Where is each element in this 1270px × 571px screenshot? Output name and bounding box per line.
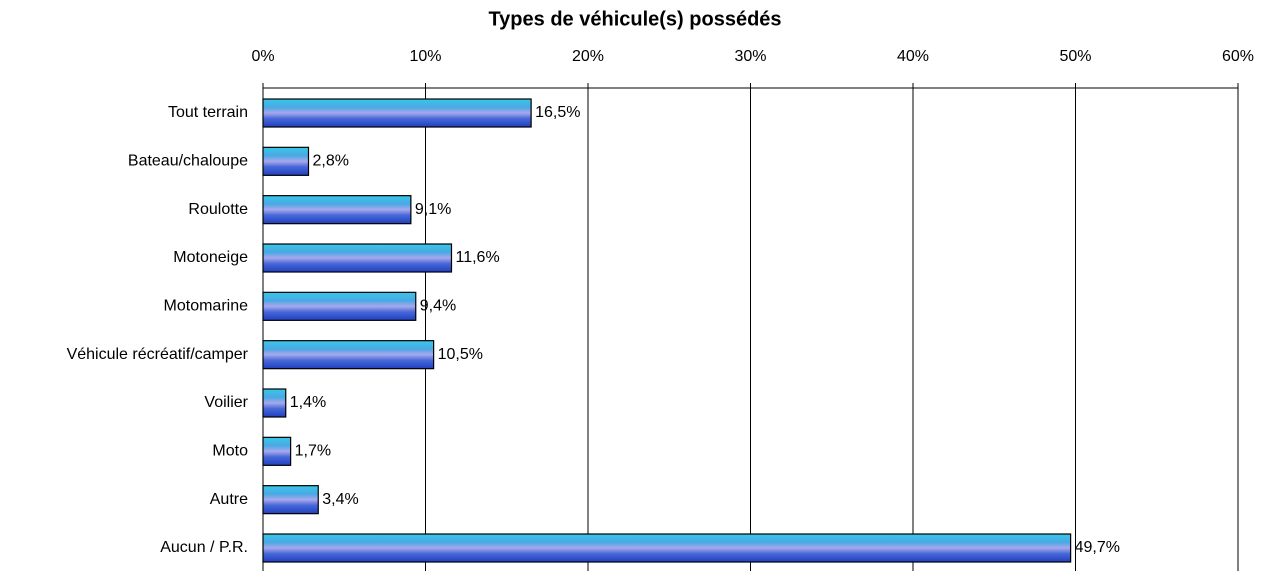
y-tick-label: Véhicule récréatif/camper <box>67 346 249 363</box>
bar <box>262 340 435 370</box>
x-tick-label: 40% <box>897 48 929 65</box>
bar <box>262 533 1072 563</box>
y-tick-label: Bateau/chaloupe <box>128 153 248 170</box>
y-tick-label: Motomarine <box>164 298 249 315</box>
data-label: 9,1% <box>415 201 451 218</box>
y-tick-label: Motoneige <box>173 249 248 266</box>
x-tick-label: 50% <box>1059 48 1091 65</box>
bar <box>262 146 310 176</box>
y-tick-label: Aucun / P.R. <box>160 539 248 556</box>
chart-title: Types de véhicule(s) possédés <box>488 8 781 30</box>
bar <box>262 436 292 466</box>
bar <box>262 388 287 418</box>
x-tick-label: 60% <box>1222 48 1254 65</box>
data-label: 11,6% <box>456 249 500 266</box>
data-label: 10,5% <box>438 346 483 363</box>
bar <box>262 291 417 321</box>
x-tick-label: 20% <box>572 48 604 65</box>
data-label: 16,5% <box>535 104 580 121</box>
x-tick-label: 0% <box>251 48 274 65</box>
bar <box>262 98 532 128</box>
bar <box>262 195 412 225</box>
x-tick-label: 30% <box>734 48 766 65</box>
data-label: 2,8% <box>313 153 349 170</box>
data-label: 1,4% <box>290 394 326 411</box>
data-label: 3,4% <box>322 491 358 508</box>
x-tick-label: 10% <box>409 48 441 65</box>
bar <box>262 243 453 273</box>
y-tick-label: Voilier <box>204 394 248 411</box>
data-label: 9,4% <box>420 298 456 315</box>
y-tick-label: Moto <box>212 443 248 460</box>
bar <box>262 485 319 515</box>
y-tick-label: Autre <box>210 491 248 508</box>
data-label: 49,7% <box>1075 539 1120 556</box>
y-tick-label: Tout terrain <box>168 104 248 121</box>
y-tick-label: Roulotte <box>188 201 248 218</box>
data-label: 1,7% <box>295 443 331 460</box>
